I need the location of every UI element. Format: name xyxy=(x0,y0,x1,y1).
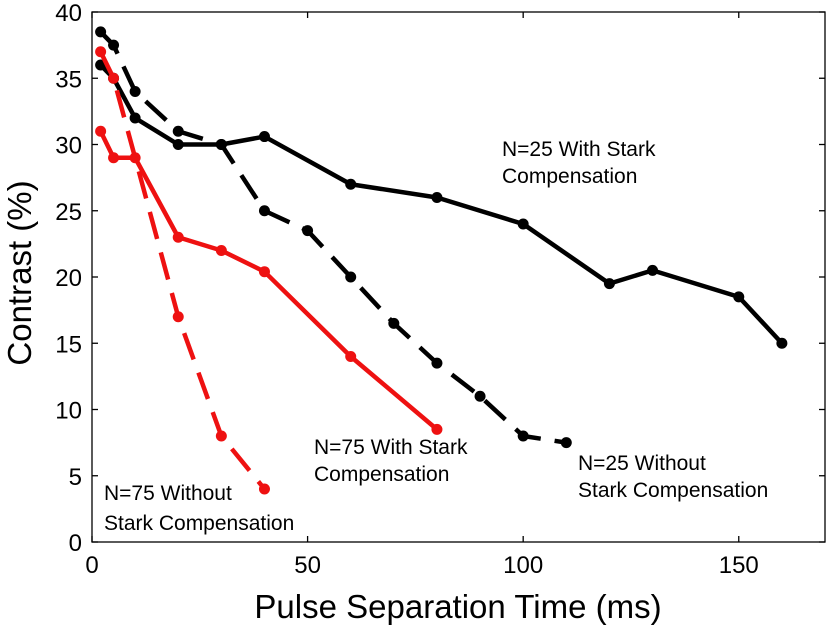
annotation-n25-without-stark-line-1: N=25 Without xyxy=(578,452,706,475)
tick-layer: 0 50 100 150 0 5 10 15 20 25 30 35 40 xyxy=(55,0,825,579)
series-line xyxy=(99,30,567,445)
x-axis-label: Pulse Separation Time (ms) xyxy=(254,588,661,625)
data-point xyxy=(431,423,443,435)
series-3 xyxy=(95,125,443,435)
series-2 xyxy=(95,26,572,449)
data-point xyxy=(345,178,357,190)
data-point xyxy=(172,139,184,150)
series-1 xyxy=(95,59,788,349)
y-tick-label: 15 xyxy=(55,331,82,358)
data-point xyxy=(258,131,270,143)
annotation-n75-without-stark: N=75 Without Stark Compensation xyxy=(104,482,294,535)
annotation-n75-with-stark: N=75 With Stark Compensation xyxy=(314,436,473,486)
y-axis-label: Contrast (%) xyxy=(1,180,38,365)
data-point xyxy=(603,278,615,290)
data-point xyxy=(517,218,529,230)
data-point xyxy=(95,46,107,58)
data-point xyxy=(258,483,270,495)
data-point xyxy=(215,139,227,150)
annotation-n25-with-stark: N=25 With Stark Compensation xyxy=(502,138,661,188)
data-point xyxy=(345,271,357,283)
data-point xyxy=(108,72,120,84)
y-tick-label: 25 xyxy=(55,199,82,226)
y-tick-label: 5 xyxy=(69,464,82,491)
data-point xyxy=(172,311,184,323)
y-tick-label: 0 xyxy=(69,530,82,557)
series-layer xyxy=(95,26,788,495)
data-point xyxy=(258,266,270,278)
data-point xyxy=(215,430,227,442)
y-tick-label: 30 xyxy=(55,133,82,160)
x-tick-label: 0 xyxy=(85,552,98,579)
data-point xyxy=(108,152,120,164)
series-line xyxy=(98,130,439,432)
data-point xyxy=(172,125,184,137)
annotation-n25-without-stark-line-2: Stark Compensation xyxy=(578,479,768,502)
data-point xyxy=(95,125,107,137)
annotation-n25-with-stark-line-1: N=25 With Stark xyxy=(502,138,656,161)
x-tick-label: 50 xyxy=(294,552,321,579)
data-point xyxy=(431,192,443,203)
series-4 xyxy=(95,46,270,495)
data-point xyxy=(345,351,357,362)
data-point xyxy=(172,231,184,243)
annotation-n75-without-stark-line-1: N=75 Without xyxy=(104,482,232,505)
series-line xyxy=(98,50,267,491)
data-point xyxy=(733,291,745,303)
series-line xyxy=(99,63,784,345)
y-tick-label: 40 xyxy=(55,0,82,27)
x-tick-label: 150 xyxy=(719,552,759,579)
data-point xyxy=(560,437,572,449)
data-point xyxy=(129,112,141,124)
data-point xyxy=(474,390,486,402)
data-point xyxy=(517,430,529,442)
y-tick-label: 35 xyxy=(55,66,82,93)
x-tick-label: 100 xyxy=(503,552,543,579)
y-tick-label: 10 xyxy=(55,398,82,425)
y-tick-label: 20 xyxy=(55,265,82,292)
data-point xyxy=(215,245,227,256)
data-point xyxy=(302,225,314,237)
data-point xyxy=(388,317,400,329)
annotation-n75-without-stark-line-2: Stark Compensation xyxy=(104,512,294,535)
annotation-n75-with-stark-line-1: N=75 With Stark xyxy=(314,436,468,459)
data-point xyxy=(108,39,120,51)
annotation-n25-with-stark-line-2: Compensation xyxy=(502,165,637,188)
annotation-n25-without-stark: N=25 Without Stark Compensation xyxy=(578,452,768,502)
data-point xyxy=(95,26,107,38)
data-point xyxy=(258,205,270,217)
data-point xyxy=(129,86,141,97)
plot-frame xyxy=(91,11,826,543)
data-point xyxy=(647,264,659,276)
annotation-n75-with-stark-line-2: Compensation xyxy=(314,463,449,486)
data-point xyxy=(431,357,443,369)
data-point xyxy=(776,337,788,349)
